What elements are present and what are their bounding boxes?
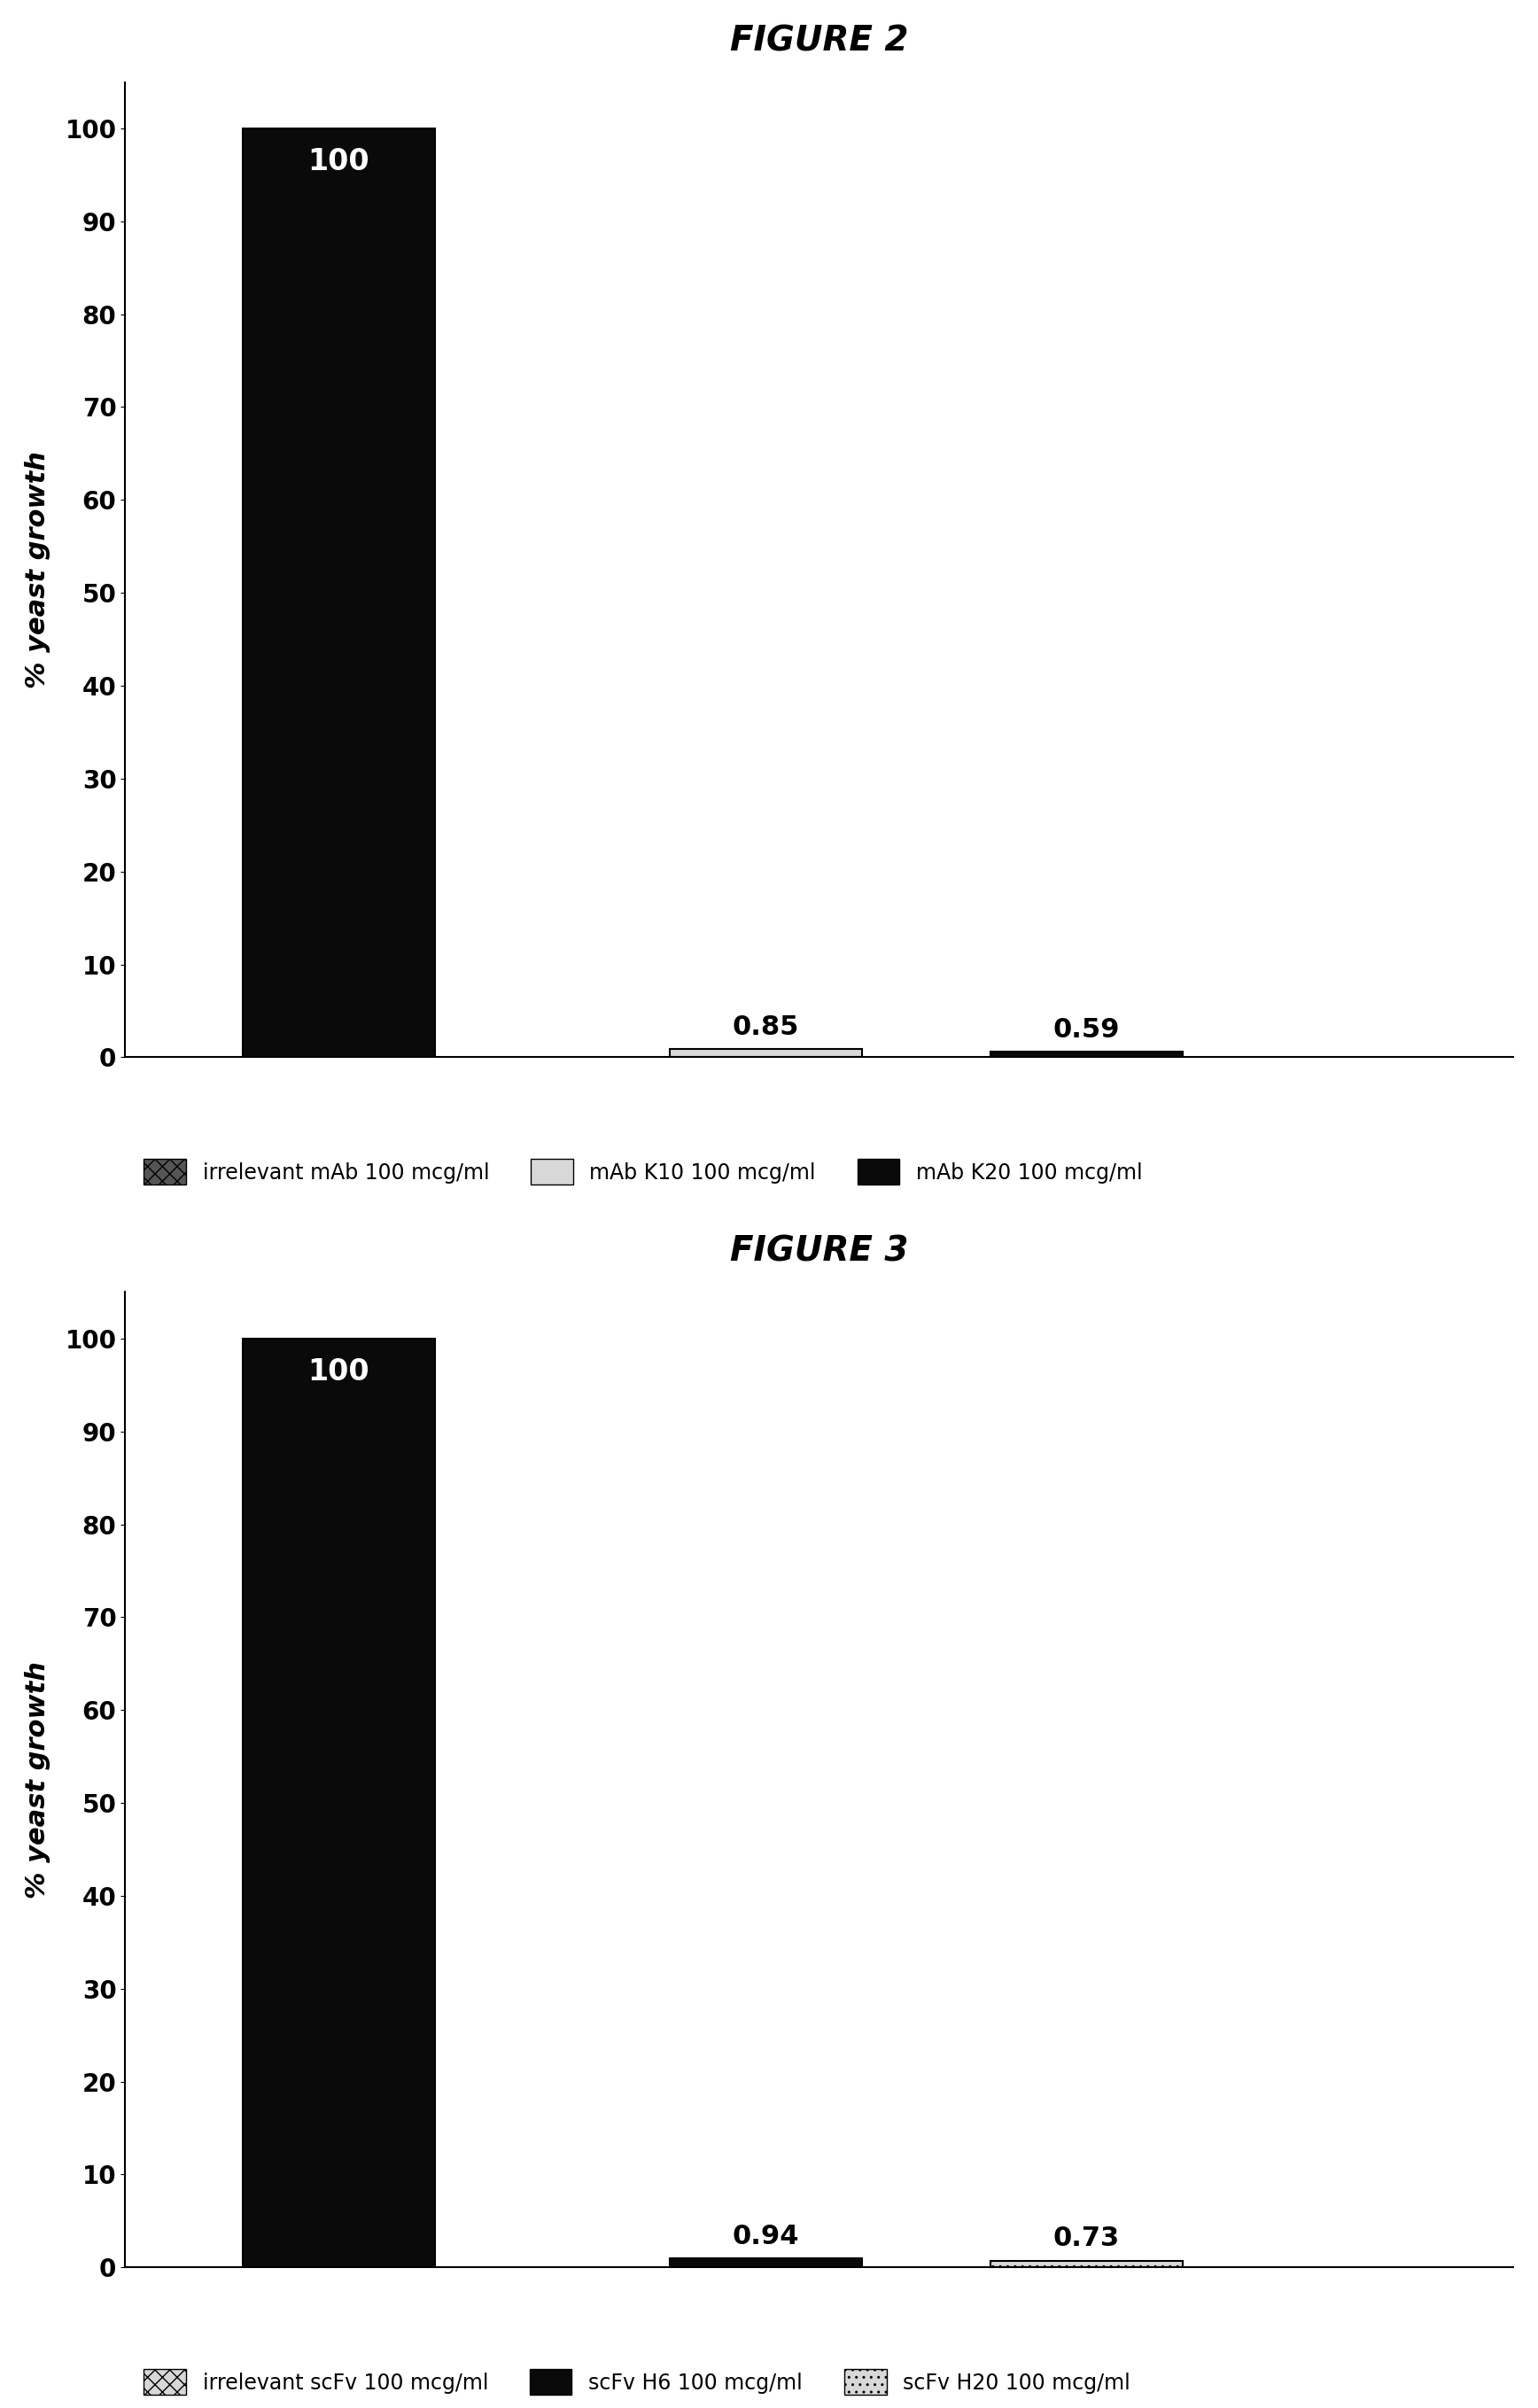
Legend: irrelevant scFv 100 mcg/ml, scFv H6 100 mcg/ml, scFv H20 100 mcg/ml: irrelevant scFv 100 mcg/ml, scFv H6 100 … — [135, 2360, 1140, 2403]
Text: 0.85: 0.85 — [732, 1014, 800, 1040]
Text: 100: 100 — [308, 1358, 369, 1387]
Text: 0.94: 0.94 — [732, 2223, 800, 2249]
Bar — [669, 1050, 861, 1057]
Bar — [243, 128, 435, 1057]
Y-axis label: % yeast growth: % yeast growth — [25, 450, 51, 689]
Bar — [990, 1052, 1183, 1057]
Text: 0.73: 0.73 — [1054, 2225, 1120, 2251]
Title: FIGURE 3: FIGURE 3 — [731, 1235, 909, 1269]
Y-axis label: % yeast growth: % yeast growth — [25, 1662, 51, 1898]
Bar — [669, 2259, 861, 2268]
Text: 100: 100 — [308, 147, 369, 176]
Bar — [990, 2261, 1183, 2268]
Text: 0.59: 0.59 — [1054, 1016, 1120, 1043]
Bar — [243, 1339, 435, 2268]
Title: FIGURE 2: FIGURE 2 — [731, 24, 909, 58]
Legend: irrelevant mAb 100 mcg/ml, mAb K10 100 mcg/ml, mAb K20 100 mcg/ml: irrelevant mAb 100 mcg/ml, mAb K10 100 m… — [135, 1151, 1150, 1192]
